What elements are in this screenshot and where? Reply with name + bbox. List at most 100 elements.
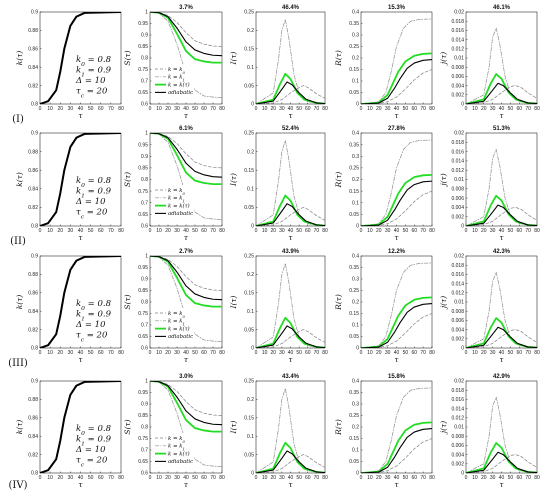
x-tick-label: 40	[183, 475, 189, 481]
x-tick-label: 80	[219, 106, 225, 112]
param-text: k0 = 0.8	[76, 176, 112, 189]
row-label: (II)	[10, 236, 26, 247]
param-text: k0 = 0.8	[76, 299, 112, 312]
param-text: k1 = 0.9	[76, 187, 112, 200]
series-line-adiabatic	[256, 450, 325, 473]
series-line-k-k-0	[466, 207, 537, 226]
series-line-k-k-0	[466, 85, 537, 104]
x-tick-label: 40	[288, 106, 294, 112]
legend: k = k0k = k1k = k(τ) adiabatic	[154, 433, 194, 467]
panel-S: 0 10 20 30 40 50 60 70 80 0.6 0.65 0.7 0.75 0.8 0.85 0.…	[123, 126, 225, 242]
y-tick-label: 0.002	[451, 462, 464, 468]
x-tick-label: 0	[465, 475, 468, 481]
x-tick-label: 0	[255, 475, 258, 481]
plot-frame	[360, 380, 433, 474]
y-tick-label: 0.95	[138, 265, 148, 271]
plot-frame	[465, 380, 538, 474]
y-tick-label: 0.8	[31, 471, 38, 477]
x-tick-label: 60	[98, 106, 104, 112]
plot-frame	[360, 132, 433, 227]
x-tick-label: 20	[165, 475, 171, 481]
x-tick-label: 10	[472, 475, 478, 481]
y-tick-label: 0.88	[28, 28, 38, 34]
series-line-k-k-0	[361, 313, 432, 348]
row-1: (I)0 10 20 30 40 50 60 70 800.80.820.840.860.880…	[12, 5, 540, 125]
legend-label: k = k0	[168, 188, 185, 196]
x-tick-label: 50	[403, 350, 409, 356]
y-tick-label: 0.006	[451, 74, 464, 80]
series-line-adiabatic	[256, 81, 325, 104]
x-tick-label: 10	[262, 475, 268, 481]
x-tick-label: 40	[394, 106, 400, 112]
x-tick-label: 40	[288, 350, 294, 356]
series-line-adiabatic	[256, 325, 325, 348]
x-tick-label: 0	[255, 106, 258, 112]
param-text: τc = 20	[76, 331, 108, 344]
x-tick-label: 0	[39, 475, 42, 481]
param-text: k0 = 0.8	[76, 424, 112, 437]
plot-frame	[39, 380, 122, 474]
x-axis-label: τ	[184, 233, 189, 242]
x-tick-label: 40	[394, 350, 400, 356]
y-tick-label: 0.6	[141, 346, 148, 352]
x-tick-label: 10	[262, 106, 268, 112]
y-tick-label: 0.01	[454, 300, 464, 306]
y-axis-label: j(τ)	[439, 296, 448, 310]
series-line-k	[40, 12, 121, 104]
y-tick-label: 0.3	[352, 154, 359, 160]
y-tick-label: 0.15	[349, 311, 359, 317]
y-tick-label: 0.65	[138, 90, 148, 96]
y-tick-label: 0.2	[352, 177, 359, 183]
y-tick-label: 0.7	[141, 79, 148, 85]
x-tick-label: 10	[262, 228, 268, 234]
plot-frame	[255, 11, 326, 105]
x-tick-label: 20	[270, 475, 276, 481]
x-tick-label: 10	[472, 228, 478, 234]
x-tick-label: 0	[255, 350, 258, 356]
series-line-k	[40, 381, 121, 473]
y-tick-label: 0.002	[451, 93, 464, 99]
y-tick-label: 0.008	[451, 309, 464, 315]
x-tick-label: 70	[314, 350, 320, 356]
y-tick-label: 0.75	[138, 311, 148, 317]
legend-label: k = k1	[168, 319, 185, 327]
x-tick-label: 20	[57, 228, 63, 234]
series-line-k	[40, 256, 121, 348]
x-tick-label: 60	[305, 106, 311, 112]
panel-S: 0 10 20 30 40 50 60 70 80 0.6 0.65 0.7 0.75 0.8 0.85 0.…	[123, 374, 225, 489]
x-tick-label: 60	[411, 106, 417, 112]
y-tick-label: 0.05	[244, 83, 254, 89]
y-tick-label: 0.008	[451, 434, 464, 440]
series-line-adiabatic	[466, 451, 537, 473]
x-tick-label: 0	[39, 228, 42, 234]
y-tick-label: 0.1	[352, 79, 359, 85]
y-tick-label: 0.012	[451, 291, 464, 297]
series-group	[40, 381, 121, 473]
panel-j: 0 10 20 30 40 50 60 70 80 0 0.002 0.004 0.006 0.008 0.…	[439, 126, 540, 242]
y-tick-label: 0.86	[28, 291, 38, 297]
legend-label: adiabatic	[168, 334, 193, 340]
x-tick-label: 80	[534, 475, 540, 481]
panel-j: 0 10 20 30 40 50 60 70 80 0 0.002 0.004 0.006 0.008 0.…	[439, 374, 540, 489]
x-tick-label: 70	[108, 350, 114, 356]
param-text: k1 = 0.9	[76, 435, 112, 448]
x-tick-label: 60	[516, 106, 522, 112]
series-line-k-k-1	[361, 139, 432, 226]
series-line-k-k-0	[256, 329, 325, 348]
series-line-adiabatic	[150, 12, 222, 57]
y-tick-label: 0.2	[247, 272, 254, 278]
x-tick-label: 30	[385, 106, 391, 112]
legend-label: k = k0	[168, 311, 185, 319]
x-tick-label: 70	[210, 350, 216, 356]
x-tick-label: 50	[508, 228, 514, 234]
series-line-k	[40, 133, 121, 226]
y-tick-label: 0.8	[141, 177, 148, 183]
y-tick-label: 0.15	[349, 67, 359, 73]
row-label: (IV)	[9, 480, 28, 491]
x-axis-label: τ	[394, 355, 399, 364]
x-tick-label: 60	[516, 350, 522, 356]
row-label: (III)	[8, 358, 28, 369]
x-tick-label: 30	[174, 106, 180, 112]
series-line-k-k-1	[150, 12, 222, 98]
y-tick-label: 0.85	[138, 288, 148, 294]
